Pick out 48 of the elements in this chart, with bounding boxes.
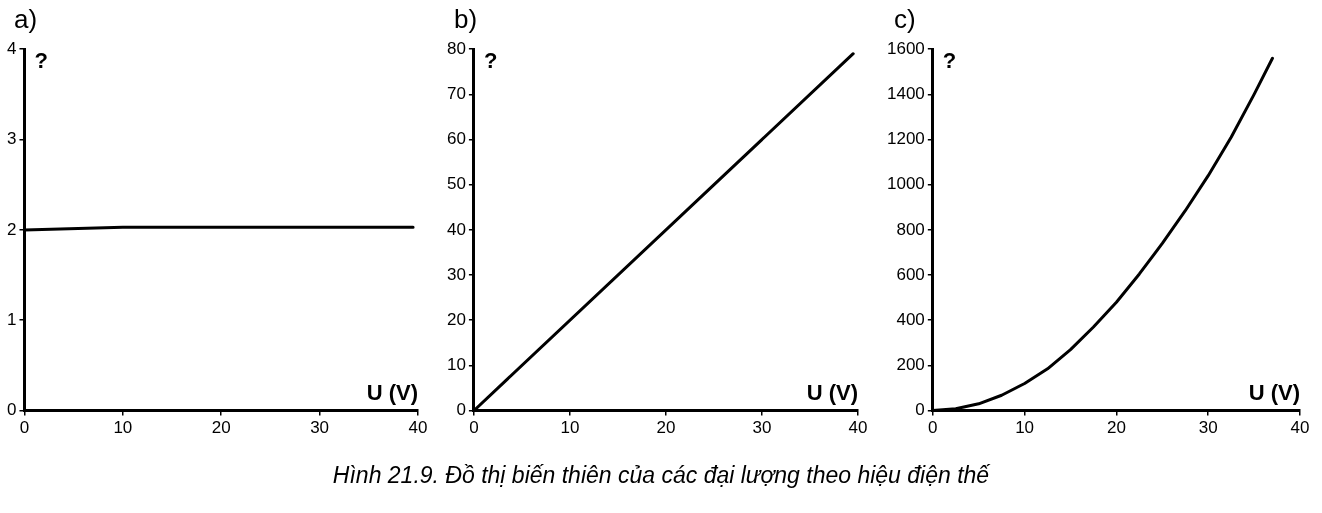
x-tick-label: 30 <box>752 418 772 438</box>
y-tick-label: 400 <box>896 309 925 329</box>
y-tick-label: 600 <box>896 264 925 284</box>
y-axis-title: ? <box>34 48 48 74</box>
y-tick-label: 80 <box>446 38 466 58</box>
y-tick-label: 0 <box>456 400 466 420</box>
y-tick-label: 0 <box>915 400 925 420</box>
y-tick-label: 0 <box>6 400 17 420</box>
x-tick-label: 30 <box>1198 418 1218 438</box>
x-tick-label: 0 <box>928 418 938 438</box>
x-tick-label: 40 <box>848 418 868 438</box>
x-tick-label: 20 <box>211 418 231 438</box>
y-tick-label: 4 <box>6 38 17 58</box>
y-tick-label: 1600 <box>886 38 925 58</box>
chart-title: c) <box>894 4 916 35</box>
y-tick-label: 1000 <box>886 174 925 194</box>
y-axis-title: ? <box>483 48 498 74</box>
y-tick-label: 2 <box>6 219 17 239</box>
x-axis-title: U (V) <box>806 379 858 405</box>
x-tick-label: 10 <box>560 418 580 438</box>
chart-title: a) <box>14 4 38 35</box>
x-tick-label: 40 <box>1290 418 1310 438</box>
x-tick-label: 10 <box>1015 418 1035 438</box>
y-axis-title: ? <box>942 48 957 74</box>
x-tick-label: 0 <box>19 418 30 438</box>
y-tick-label: 60 <box>446 129 466 149</box>
y-tick-label: 3 <box>6 129 17 149</box>
text: Hình 21.9. Đồ thị biến thiên của các đại lượng theo hiệu điện thế <box>331 462 991 489</box>
y-tick-label: 800 <box>896 219 925 239</box>
x-tick-label: 0 <box>469 418 479 438</box>
y-tick-label: 1200 <box>886 129 925 149</box>
y-tick-label: 50 <box>446 174 466 194</box>
y-tick-label: 1 <box>6 309 17 329</box>
y-tick-label: 30 <box>446 264 466 284</box>
x-tick-label: 20 <box>1106 418 1126 438</box>
y-tick-label: 200 <box>896 355 925 375</box>
y-tick-label: 20 <box>446 309 466 329</box>
chart-title: b) <box>454 4 478 35</box>
y-tick-label: 40 <box>446 219 466 239</box>
y-tick-label: 70 <box>446 84 466 104</box>
y-tick-label: 1400 <box>886 84 925 104</box>
x-tick-label: 10 <box>113 418 133 438</box>
x-tick-label: 30 <box>310 418 330 438</box>
x-tick-label: 20 <box>656 418 676 438</box>
x-axis-title: U (V) <box>1248 379 1300 405</box>
y-tick-label: 10 <box>446 355 466 375</box>
x-tick-label: 40 <box>408 418 428 438</box>
x-axis-title: U (V) <box>366 379 418 405</box>
